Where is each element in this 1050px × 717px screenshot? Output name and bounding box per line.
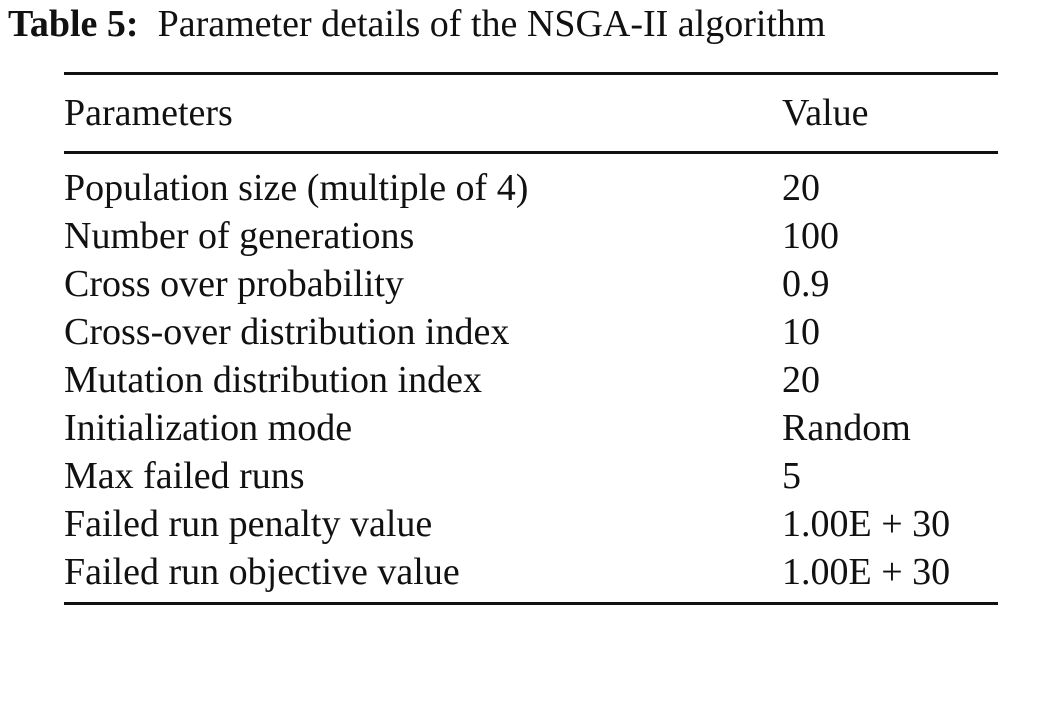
header-row: Parameters Value [64,75,998,151]
parameter-value: 1.00E + 30 [782,503,951,545]
mid-rule [64,151,998,154]
parameter-value: 20 [782,167,820,209]
parameter-name: Number of generations [64,215,415,257]
parameter-name: Cross-over distribution index [64,311,510,353]
caption-text: Parameter details of the NSGA-II algorit… [157,3,826,45]
top-rule [64,72,998,75]
table-row: Initialization mode Random [64,404,998,452]
parameter-value: 10 [782,311,820,353]
header-parameters: Parameters [64,92,233,134]
table-caption: Table 5: Parameter details of the NSGA-I… [8,2,826,46]
parameter-value: 20 [782,359,820,401]
parameter-name: Initialization mode [64,407,353,449]
parameter-name: Cross over probability [64,263,404,305]
parameter-name: Mutation distribution index [64,359,482,401]
parameter-value: 1.00E + 30 [782,551,951,593]
table-row: Number of generations 100 [64,212,998,260]
table-row: Mutation distribution index 20 [64,356,998,404]
table-row: Cross-over distribution index 10 [64,308,998,356]
header-value: Value [782,92,869,134]
caption-label: Table 5: [8,3,139,45]
parameter-value: 5 [782,455,801,497]
table-row: Population size (multiple of 4) 20 [64,164,998,212]
parameter-name: Population size (multiple of 4) [64,167,529,209]
bottom-rule [64,602,998,605]
table-row: Cross over probability 0.9 [64,260,998,308]
parameter-name: Failed run objective value [64,551,460,593]
table-row: Failed run penalty value 1.00E + 30 [64,500,998,548]
table-row: Failed run objective value 1.00E + 30 [64,548,998,596]
parameter-value: 100 [782,215,839,257]
parameter-name: Failed run penalty value [64,503,433,545]
parameter-name: Max failed runs [64,455,305,497]
parameter-value: 0.9 [782,263,830,305]
table-row: Max failed runs 5 [64,452,998,500]
parameter-value: Random [782,407,911,449]
parameter-table: Parameters Value Population size (multipl… [64,72,998,605]
